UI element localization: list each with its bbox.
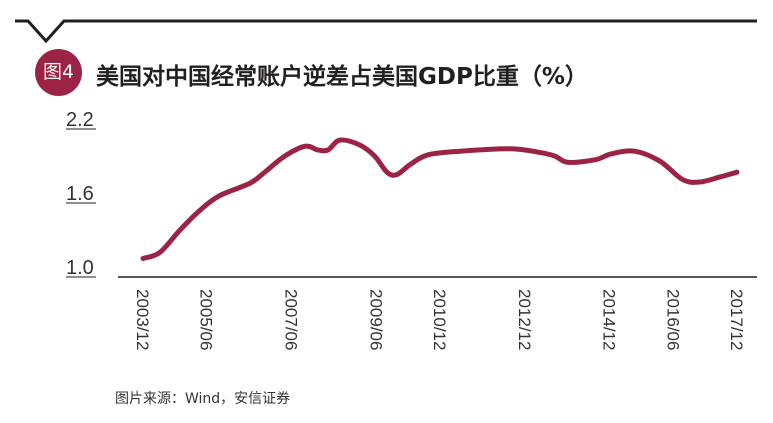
x-tick-label: 2009/06 — [366, 289, 385, 350]
source-note: 图片来源：Wind，安信证券 — [115, 391, 291, 407]
y-axis-ticks: 2.2 1.6 1.0 — [66, 109, 96, 279]
y-tick-label: 1.6 — [66, 183, 94, 205]
x-tick-label: 2014/12 — [600, 289, 619, 350]
x-tick-label: 2003/12 — [133, 289, 152, 350]
x-tick-label: 2007/06 — [282, 289, 301, 350]
figure-badge: 图4 — [35, 49, 82, 96]
x-tick-label: 2012/12 — [515, 289, 534, 350]
y-tick-label: 1.0 — [66, 257, 94, 279]
x-tick-label: 2017/12 — [727, 289, 746, 350]
x-tick-label: 2010/12 — [430, 289, 449, 350]
chart-title: 美国对中国经常账户逆差占美国GDP比重（%） — [96, 64, 588, 90]
y-tick-label: 2.2 — [66, 109, 94, 131]
series-line — [140, 137, 740, 261]
x-tick-label: 2016/06 — [663, 289, 682, 350]
top-rule-with-notch — [15, 19, 757, 44]
x-tick-label: 2005/06 — [197, 289, 216, 350]
x-axis-ticks: 2003/12 2005/06 2007/06 2009/06 2010/12 2012/… — [133, 289, 746, 350]
